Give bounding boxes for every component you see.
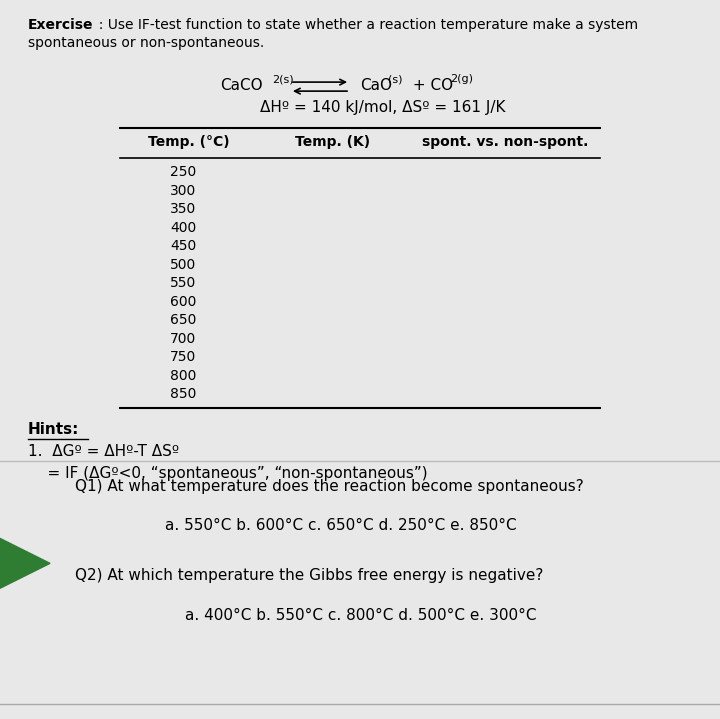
Text: ΔHº = 140 kJ/mol, ΔSº = 161 J/K: ΔHº = 140 kJ/mol, ΔSº = 161 J/K: [260, 100, 505, 115]
Text: Hints:: Hints:: [28, 422, 79, 437]
Text: spontaneous or non-spontaneous.: spontaneous or non-spontaneous.: [28, 36, 264, 50]
Text: + CO: + CO: [408, 78, 453, 93]
Text: 2(s): 2(s): [272, 74, 294, 84]
Text: 700: 700: [170, 332, 196, 346]
Text: 300: 300: [170, 184, 196, 198]
Text: = IF (ΔGº<0, “spontaneous”, “non-spontaneous”): = IF (ΔGº<0, “spontaneous”, “non-spontan…: [28, 466, 428, 481]
Text: Q1) At what temperature does the reaction become spontaneous?: Q1) At what temperature does the reactio…: [75, 479, 584, 493]
Text: 2(g): 2(g): [450, 74, 473, 84]
Text: 650: 650: [170, 313, 196, 327]
Text: 350: 350: [170, 202, 196, 216]
Text: (s): (s): [388, 74, 402, 84]
Text: : Use IF-test function to state whether a reaction temperature make a system: : Use IF-test function to state whether …: [90, 18, 638, 32]
Text: Q2) At which temperature the Gibbs free energy is negative?: Q2) At which temperature the Gibbs free …: [75, 568, 544, 583]
Text: a. 550°C b. 600°C c. 650°C d. 250°C e. 850°C: a. 550°C b. 600°C c. 650°C d. 250°C e. 8…: [165, 518, 517, 533]
Text: 450: 450: [170, 239, 196, 253]
Polygon shape: [0, 539, 50, 588]
Text: 500: 500: [170, 258, 196, 272]
Text: 250: 250: [170, 165, 196, 179]
Text: 850: 850: [170, 388, 196, 401]
Text: 800: 800: [170, 369, 196, 383]
Text: a. 400°C b. 550°C c. 800°C d. 500°C e. 300°C: a. 400°C b. 550°C c. 800°C d. 500°C e. 3…: [185, 608, 536, 623]
Text: Temp. (°C): Temp. (°C): [148, 135, 230, 149]
Text: 1.  ΔGº = ΔHº-T ΔSº: 1. ΔGº = ΔHº-T ΔSº: [28, 444, 179, 459]
Text: CaO: CaO: [360, 78, 392, 93]
Text: 550: 550: [170, 276, 196, 290]
Text: spont. vs. non-spont.: spont. vs. non-spont.: [422, 135, 588, 149]
Text: 750: 750: [170, 350, 196, 365]
Text: 600: 600: [170, 295, 196, 309]
Text: 400: 400: [170, 221, 196, 235]
Text: CaCO: CaCO: [220, 78, 263, 93]
Text: Exercise: Exercise: [28, 18, 94, 32]
Text: Temp. (K): Temp. (K): [295, 135, 370, 149]
